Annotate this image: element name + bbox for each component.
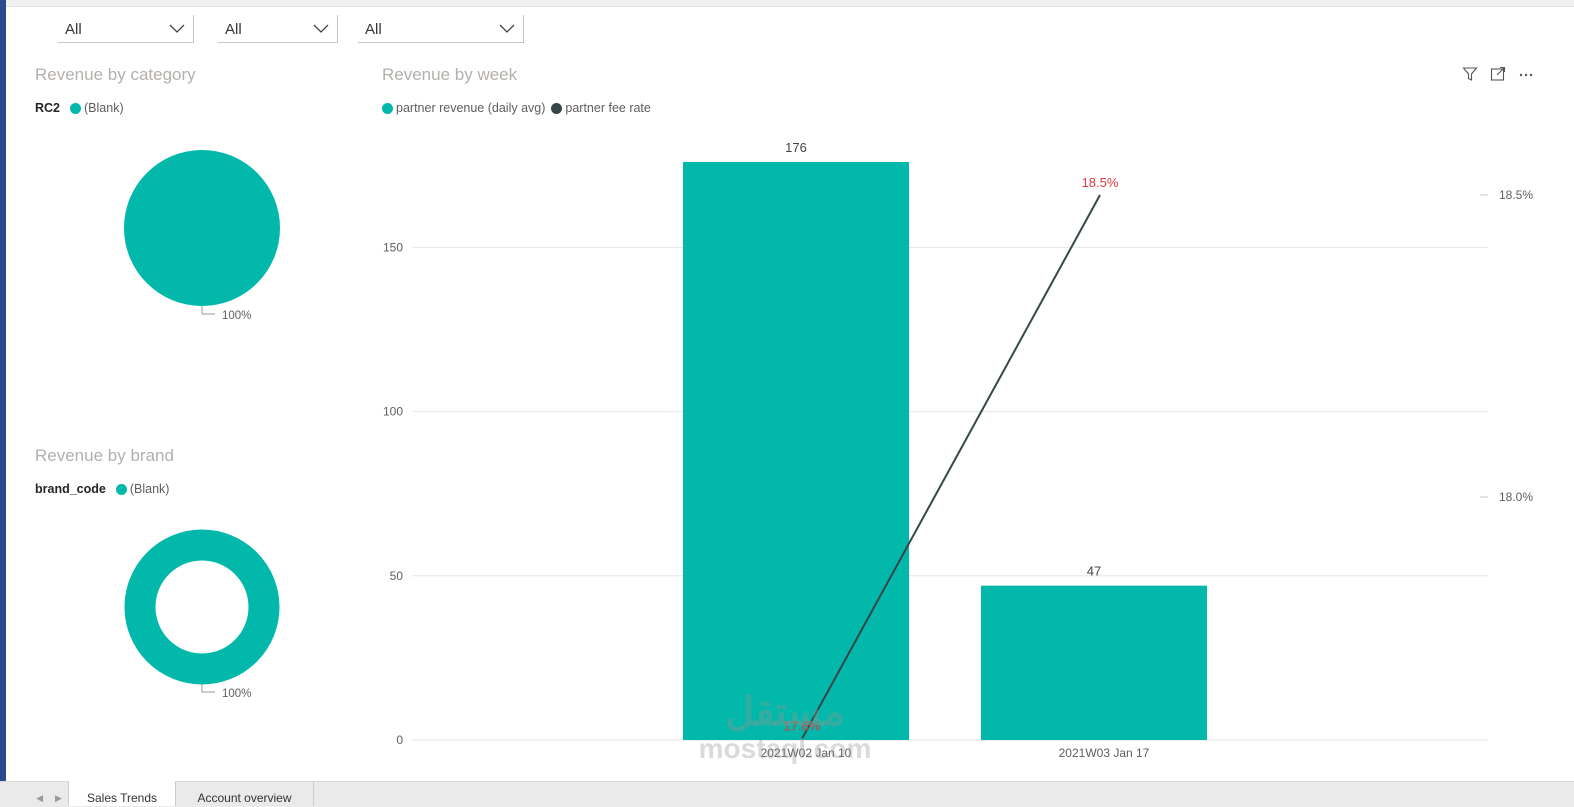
gridlines	[412, 246, 1488, 741]
brand-chart-title: Revenue by brand	[35, 446, 174, 465]
brand-legend-item[interactable]: (Blank)	[129, 482, 170, 496]
chevron-down-icon	[169, 24, 185, 33]
y-axis-right: 18.0% 18.5%	[1480, 188, 1533, 504]
pie-slice-blank[interactable]	[124, 150, 280, 306]
category-legend-item[interactable]: (Blank)	[84, 101, 124, 115]
week-legend: partner revenue (daily avg) partner fee …	[382, 101, 651, 115]
watermark-latin: mostaql.com	[698, 733, 872, 764]
more-options-icon[interactable]	[1518, 66, 1534, 82]
legend-dot	[115, 483, 127, 495]
focus-mode-icon[interactable]	[1490, 66, 1506, 82]
week-chart-title: Revenue by week	[382, 65, 518, 84]
x-tick-label: 2021W03 Jan 17	[1059, 746, 1150, 760]
bar-series	[683, 162, 1207, 741]
legend-dot	[70, 102, 82, 114]
filter-dropdown-value: All	[365, 21, 382, 38]
chevron-down-icon	[313, 24, 329, 33]
category-legend: RC2 (Blank)	[35, 101, 124, 115]
filter-icon[interactable]	[1462, 66, 1478, 82]
chevron-down-icon	[499, 24, 515, 33]
data-labels: 176 47 17.6% 18.5%	[784, 140, 1119, 734]
window-left-edge	[0, 0, 6, 806]
donut-data-label: 100%	[222, 688, 251, 700]
brand-legend-label: brand_code	[35, 482, 106, 496]
chevron-right-icon[interactable]: ▶	[55, 793, 62, 803]
legend-dot-revenue	[382, 102, 393, 114]
category-chart-title: Revenue by category	[35, 65, 196, 84]
legend-item-revenue[interactable]: partner revenue (daily avg)	[396, 101, 546, 115]
visual-header	[1462, 66, 1534, 82]
top-strip	[6, 0, 1574, 7]
line-series	[801, 194, 1101, 740]
x-tick-label: 2021W02 Jan 10	[761, 746, 852, 760]
filter-dropdown-2[interactable]: All	[218, 15, 338, 43]
fee-rate-line[interactable]	[801, 194, 1101, 740]
x-axis: 2021W02 Jan 10 2021W03 Jan 17	[761, 746, 1150, 760]
category-pie-chart: 100%	[124, 150, 280, 322]
brand-legend: brand_code (Blank)	[35, 482, 169, 496]
y-axis-left: 0 50 100 150	[383, 240, 403, 747]
filter-dropdown-value: All	[225, 21, 242, 38]
legend-item-fee-rate[interactable]: partner fee rate	[565, 101, 651, 115]
watermark: مستقل mostaql.com	[670, 690, 900, 764]
y-left-tick-label: 50	[390, 569, 404, 583]
y-left-tick-label: 150	[383, 240, 403, 254]
week-combo-chart: 0 50 100 150 18.0% 18.5% 176 47 17.6% 18.5% 202…	[383, 140, 1533, 760]
tab-nav-arrows[interactable]: ◀ ▶	[30, 781, 68, 806]
filter-dropdown-1[interactable]: All	[58, 15, 194, 43]
filter-dropdown-value: All	[65, 21, 82, 38]
chevron-left-icon[interactable]: ◀	[36, 793, 43, 803]
pie-leader-line	[201, 306, 215, 315]
y-left-tick-label: 0	[396, 733, 403, 747]
tab-account-overview[interactable]: Account overview	[176, 781, 314, 806]
line-data-label: 17.6%	[784, 719, 821, 734]
watermark-arabic: مستقل	[725, 690, 845, 734]
line-data-label: 18.5%	[1082, 175, 1119, 190]
y-right-tick-label: 18.0%	[1499, 490, 1533, 504]
bar[interactable]	[981, 585, 1207, 740]
brand-donut-chart: 100%	[124, 529, 280, 700]
category-legend-label: RC2	[35, 101, 61, 115]
pie-data-label: 100%	[222, 310, 251, 322]
tab-sales-trends[interactable]: Sales Trends	[68, 781, 176, 806]
filter-dropdown-3[interactable]: All	[358, 15, 524, 43]
bar-data-label: 176	[785, 140, 807, 155]
bar[interactable]	[683, 162, 909, 741]
donut-slice-blank[interactable]	[124, 529, 280, 685]
page-tab-bar	[0, 781, 1574, 807]
y-right-tick-label: 18.5%	[1499, 188, 1533, 202]
y-left-tick-label: 100	[383, 405, 403, 419]
bar-data-label: 47	[1087, 564, 1101, 579]
legend-dot-fee-rate	[551, 102, 563, 114]
donut-leader-line	[201, 684, 215, 693]
